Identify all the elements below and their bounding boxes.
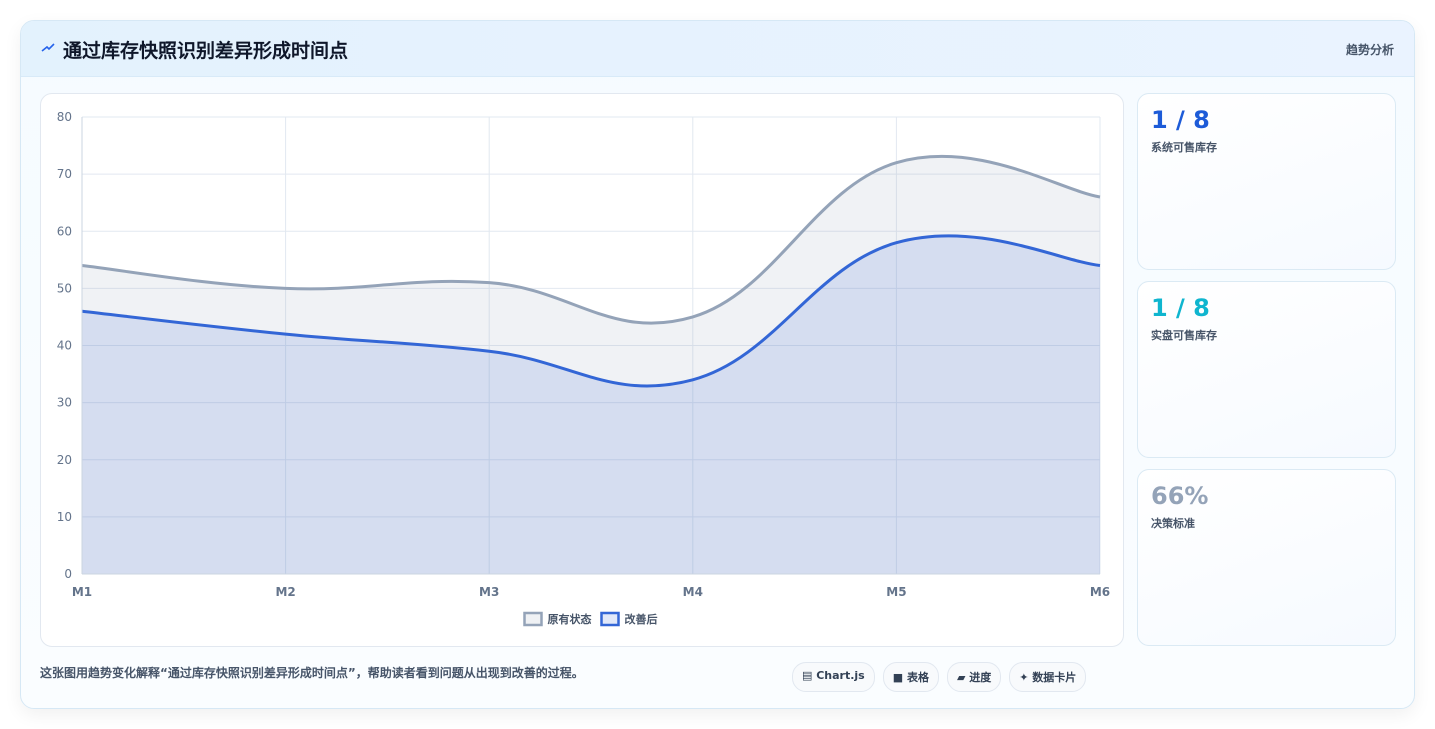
stat-label: 实盘可售库存 (1151, 329, 1217, 342)
legend-swatch (600, 611, 620, 627)
x-tick-label: M6 (1090, 585, 1110, 599)
stat-card: 1 / 8 系统可售库存 (1137, 93, 1396, 270)
stat-label: 决策标准 (1151, 517, 1195, 530)
x-tick-label: M4 (683, 585, 703, 599)
stat-card: 1 / 8 实盘可售库存 (1137, 281, 1396, 458)
stat-value: 66% (1151, 482, 1209, 510)
line (81, 234, 1101, 388)
legend-item: 改善后 (600, 611, 658, 627)
area (82, 156, 1100, 574)
chip[interactable]: ✦ 数据卡片 (1009, 662, 1087, 692)
line (81, 154, 1101, 325)
legend-item: 原有状态 (523, 611, 592, 627)
stat-card: 66% 决策标准 (1137, 469, 1396, 646)
stat-value: 1 / 8 (1151, 294, 1210, 322)
y-tick-label: 40 (57, 339, 72, 353)
y-tick-label: 60 (57, 224, 72, 238)
header: 通过库存快照识别差异形成时间点 趋势分析 (21, 21, 1414, 77)
y-tick-label: 30 (57, 396, 72, 410)
chart: 0 10 20 30 40 50 60 70 80 M1 M2 M3 M4 M5 M6 原有状态 改善后 (57, 110, 1110, 627)
chip[interactable]: ▤ Chart.js (792, 662, 875, 692)
x-tick-label: M2 (275, 585, 295, 599)
legend-swatch (523, 611, 543, 627)
title-icon (41, 43, 55, 52)
tag: 趋势分析 (1345, 43, 1394, 57)
footer-text: 这张图用趋势变化解释“通过库存快照识别差异形成时间点”，帮助读者看到问题从出现到… (40, 666, 584, 680)
x-tick-label: M1 (72, 585, 92, 599)
title: 通过库存快照识别差异形成时间点 (63, 40, 349, 62)
chip[interactable]: ■ 表格 (882, 662, 939, 692)
legend-label: 原有状态 (548, 612, 592, 626)
y-tick-label: 80 (57, 110, 72, 124)
chip[interactable]: ▰ 进度 (946, 662, 1002, 692)
stat-value: 1 / 8 (1151, 106, 1210, 134)
y-tick-label: 20 (57, 453, 72, 467)
legend: 原有状态 改善后 (523, 611, 658, 627)
y-tick-label: 0 (64, 567, 72, 581)
x-tick-label: M3 (479, 585, 499, 599)
stat-label: 系统可售库存 (1151, 141, 1217, 154)
y-tick-label: 10 (57, 510, 72, 524)
chart-panel: 0 10 20 30 40 50 60 70 80 M1 M2 M3 M4 M5 M6 原有状态 改善后 (40, 93, 1124, 647)
chips: ▤ Chart.js ■ 表格 ▰ 进度 ✦ 数据卡片 (792, 662, 1087, 692)
area (82, 235, 1100, 574)
y-tick-label: 50 (57, 281, 72, 295)
card: 通过库存快照识别差异形成时间点 趋势分析 0 10 20 30 40 50 60 70 80 M1… (20, 20, 1415, 709)
y-tick-label: 70 (57, 167, 72, 181)
legend-label: 改善后 (625, 612, 658, 626)
x-tick-label: M5 (886, 585, 906, 599)
